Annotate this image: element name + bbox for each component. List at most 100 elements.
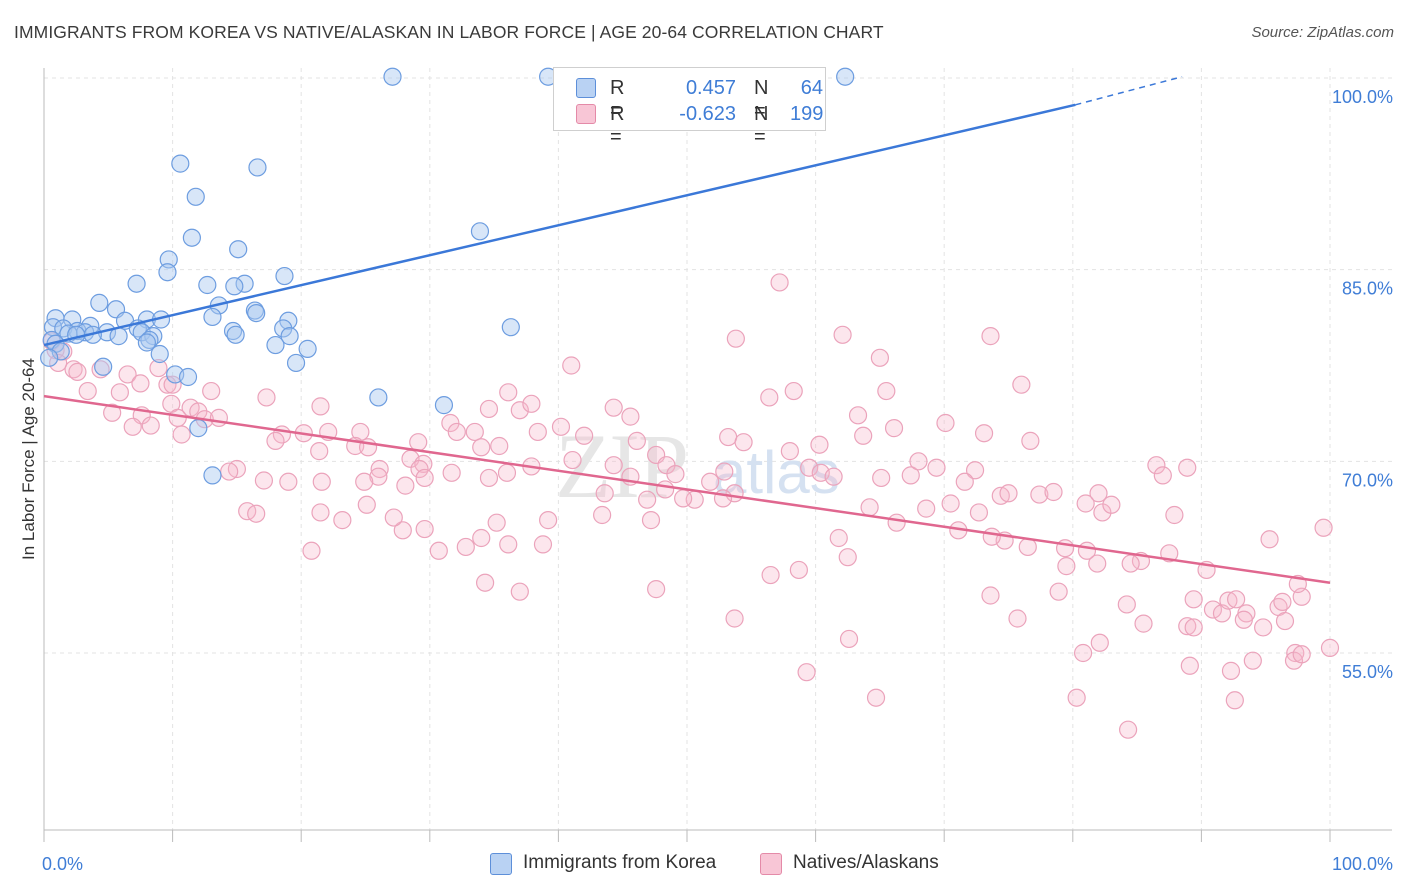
- data-point-natives: [456, 537, 475, 557]
- data-point-natives: [1021, 431, 1040, 450]
- data-point-natives: [638, 490, 657, 509]
- data-point-natives: [475, 573, 495, 592]
- data-point-korea: [40, 348, 59, 367]
- data-point-natives: [472, 528, 491, 548]
- data-point-korea: [67, 325, 86, 344]
- legend-n-value: 199: [790, 103, 824, 125]
- x-tick-label: 100.0%: [1332, 854, 1393, 874]
- data-point-korea: [225, 277, 244, 296]
- data-point-natives: [528, 422, 547, 442]
- data-point-natives: [1117, 595, 1136, 614]
- data-point-natives: [969, 503, 989, 522]
- grid-lines: [44, 68, 1392, 830]
- data-point-korea: [434, 396, 454, 415]
- data-point-natives: [202, 381, 221, 401]
- data-point-natives: [734, 433, 753, 452]
- data-point-korea: [280, 327, 299, 346]
- legend-swatch-natives: [576, 104, 596, 124]
- data-point-natives: [941, 494, 960, 513]
- data-point-natives: [909, 452, 928, 471]
- data-point-korea: [94, 357, 113, 376]
- data-point-natives: [627, 431, 646, 450]
- data-point-korea: [203, 466, 222, 485]
- data-point-korea: [501, 318, 520, 337]
- data-point-natives: [715, 462, 734, 481]
- data-point-korea: [158, 263, 177, 282]
- data-point-natives: [384, 508, 403, 527]
- data-point-natives: [1221, 661, 1241, 680]
- data-point-natives: [726, 329, 745, 348]
- data-point-natives: [465, 422, 484, 442]
- data-point-natives: [1057, 557, 1076, 576]
- data-point-korea: [369, 388, 388, 407]
- data-point-natives: [447, 422, 466, 442]
- data-point-korea: [248, 158, 267, 177]
- data-point-natives: [1088, 554, 1107, 573]
- data-point-natives: [497, 463, 517, 482]
- legend-r-label: R =: [610, 77, 625, 122]
- natives-alaskans-points: [42, 273, 1340, 739]
- data-point-natives: [247, 504, 266, 523]
- data-point-korea: [132, 323, 151, 342]
- bottom-legend-swatch-korea: [490, 853, 512, 875]
- data-point-natives: [118, 365, 137, 384]
- data-point-natives: [78, 381, 97, 401]
- data-point-natives: [1273, 592, 1292, 611]
- data-point-natives: [1275, 611, 1295, 631]
- data-point-natives: [1227, 590, 1246, 609]
- data-point-korea: [836, 67, 855, 86]
- data-point-korea: [182, 228, 201, 247]
- data-point-natives: [510, 582, 529, 601]
- data-point-korea: [171, 154, 190, 173]
- data-point-natives: [172, 425, 191, 444]
- data-point-natives: [621, 407, 640, 426]
- data-point-natives: [701, 472, 720, 491]
- legend-r-value: 0.457: [685, 77, 736, 99]
- data-point-natives: [1178, 617, 1197, 636]
- trend-line-korea: [43, 103, 1076, 347]
- data-point-natives: [123, 417, 142, 436]
- data-point-korea: [90, 293, 109, 312]
- data-point-natives: [810, 435, 829, 454]
- data-point-natives: [887, 513, 906, 532]
- data-point-natives: [393, 521, 412, 540]
- data-point-natives: [1243, 651, 1262, 670]
- data-point-natives: [1090, 633, 1109, 652]
- data-point-natives: [981, 327, 1000, 346]
- data-point-korea: [198, 275, 217, 295]
- source-credit: Source: ZipAtlas.com: [1251, 24, 1394, 41]
- data-point-natives: [666, 465, 685, 484]
- data-point-natives: [1225, 691, 1244, 710]
- data-point-natives: [510, 401, 529, 420]
- data-point-natives: [533, 535, 553, 554]
- y-tick-label: 55.0%: [1342, 662, 1393, 682]
- data-point-korea: [266, 335, 285, 355]
- data-point-korea: [140, 330, 159, 350]
- data-point-natives: [647, 580, 666, 599]
- data-point-natives: [870, 348, 890, 367]
- data-point-natives: [770, 273, 789, 292]
- legend-n-label: N =: [754, 103, 769, 148]
- correlation-legend: R = 0.457 N = 64 R = -0.623 N = 199: [553, 67, 826, 148]
- data-point-korea: [186, 187, 205, 206]
- data-point-natives: [838, 548, 857, 567]
- data-point-natives: [1147, 456, 1166, 475]
- data-point-natives: [674, 489, 693, 508]
- trend-line-korea-extension: [1075, 75, 1183, 106]
- data-point-natives: [91, 360, 110, 379]
- data-point-natives: [49, 353, 68, 373]
- data-point-natives: [110, 383, 129, 402]
- data-point-natives: [563, 450, 582, 470]
- data-point-natives: [839, 629, 859, 649]
- data-point-natives: [927, 458, 946, 477]
- data-point-korea: [203, 307, 222, 327]
- data-point-natives: [1184, 590, 1203, 609]
- data-point-natives: [551, 417, 571, 436]
- data-point-natives: [604, 398, 623, 417]
- legend-n-label: N =: [754, 77, 769, 122]
- data-point-natives: [487, 513, 506, 532]
- data-point-natives: [415, 519, 434, 539]
- y-axis-label: In Labor Force | Age 20-64: [19, 358, 38, 560]
- data-point-natives: [1030, 485, 1049, 504]
